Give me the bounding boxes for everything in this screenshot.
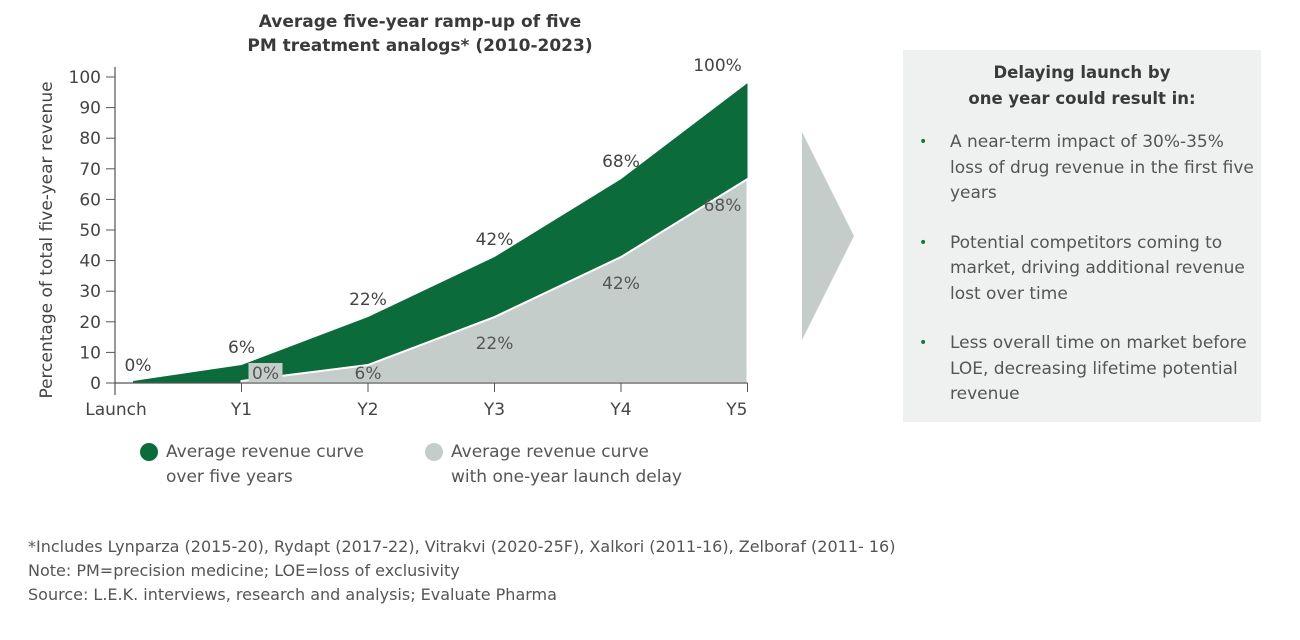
footnote-source: Source: L.E.K. interviews, research and … xyxy=(28,585,557,604)
legend-swatch xyxy=(140,443,158,461)
legend-label: with one-year launch delay xyxy=(451,467,682,487)
legend-item-green: Average revenue curve over five years xyxy=(140,440,364,490)
arrow-right-icon xyxy=(802,132,854,340)
y-tick-label: 60 xyxy=(79,190,101,210)
panel-title-line: Delaying launch by xyxy=(993,63,1171,82)
footnote: *Includes Lynparza (2015-20), Rydapt (20… xyxy=(28,537,896,556)
y-axis-label: Percentage of total five-year revenue xyxy=(37,81,57,398)
data-label-grey: 22% xyxy=(476,334,514,354)
y-tick-label: 10 xyxy=(79,343,101,363)
x-tick-label: Y4 xyxy=(609,400,631,420)
data-label-green: 22% xyxy=(349,290,387,310)
legend-label: over five years xyxy=(166,467,293,487)
legend-label: Average revenue curve xyxy=(451,442,649,462)
y-tick-label: 30 xyxy=(79,282,101,302)
chart: 0 10 20 30 40 50 60 70 80 90 100 Launch Y1 Y2 Y3 Y4 Y5 Pe… xyxy=(37,56,749,420)
data-label-grey: 68% xyxy=(704,196,742,216)
bullet-icon: • xyxy=(919,234,928,251)
y-tick-label: 40 xyxy=(79,252,101,272)
y-tick-label: 0 xyxy=(90,374,101,394)
y-tick-label: 100 xyxy=(69,68,101,88)
x-tick-label: Launch xyxy=(85,400,147,420)
legend-label: Average revenue curve xyxy=(166,442,364,462)
x-tick-label: Y1 xyxy=(230,400,252,420)
data-label-grey: 42% xyxy=(602,274,640,294)
chart-title: Average five-year ramp-up of five PM tre… xyxy=(210,10,630,58)
bullet-icon: • xyxy=(919,335,928,351)
data-label-green: 6% xyxy=(228,338,255,358)
data-label-grey: 0% xyxy=(252,364,279,384)
y-tick-label: 70 xyxy=(79,160,101,180)
x-tick-label: Y3 xyxy=(483,400,505,420)
panel-title: Delaying launch by one year could result… xyxy=(903,60,1261,112)
panel-title-line: one year could result in: xyxy=(968,89,1196,108)
data-label-bg xyxy=(248,363,283,381)
x-tick-label: Y5 xyxy=(725,400,747,420)
data-label-green: 100% xyxy=(693,56,742,76)
y-tick-label: 90 xyxy=(79,99,101,119)
chart-title-line: Average five-year ramp-up of five xyxy=(258,12,582,32)
data-label-green: 68% xyxy=(602,152,640,172)
data-label-green: 42% xyxy=(476,230,514,250)
bullet-icon: • xyxy=(919,134,928,150)
legend-swatch xyxy=(425,443,443,461)
y-tick-label: 80 xyxy=(79,129,101,149)
list-item: • A near-term impact of 30%-35% loss of d… xyxy=(903,130,1261,207)
list-item: • Less overall time on market before LOE,… xyxy=(903,331,1261,408)
list-item-text: Less overall time on market before LOE, … xyxy=(950,333,1247,404)
data-label-green: 0% xyxy=(125,356,152,376)
data-label-grey: 6% xyxy=(355,364,382,384)
legend-item-grey: Average revenue curve with one-year laun… xyxy=(425,440,682,490)
list-item-text: Potential competitors coming to market, … xyxy=(950,232,1245,304)
callout-panel: Delaying launch by one year could result… xyxy=(903,50,1261,422)
y-tick-label: 20 xyxy=(79,313,101,333)
x-tick-label: Y2 xyxy=(356,400,378,420)
footnote-note: Note: PM=precision medicine; LOE=loss of… xyxy=(28,561,460,580)
chart-title-line: PM treatment analogs* (2010-2023) xyxy=(247,36,593,56)
list-item-text: A near-term impact of 30%-35% loss of dr… xyxy=(950,132,1254,203)
y-tick-label: 50 xyxy=(79,221,101,241)
footnotes: *Includes Lynparza (2015-20), Rydapt (20… xyxy=(28,535,895,607)
list-item: • Potential competitors coming to market,… xyxy=(903,231,1261,308)
panel-list: • A near-term impact of 30%-35% loss of d… xyxy=(903,130,1261,408)
